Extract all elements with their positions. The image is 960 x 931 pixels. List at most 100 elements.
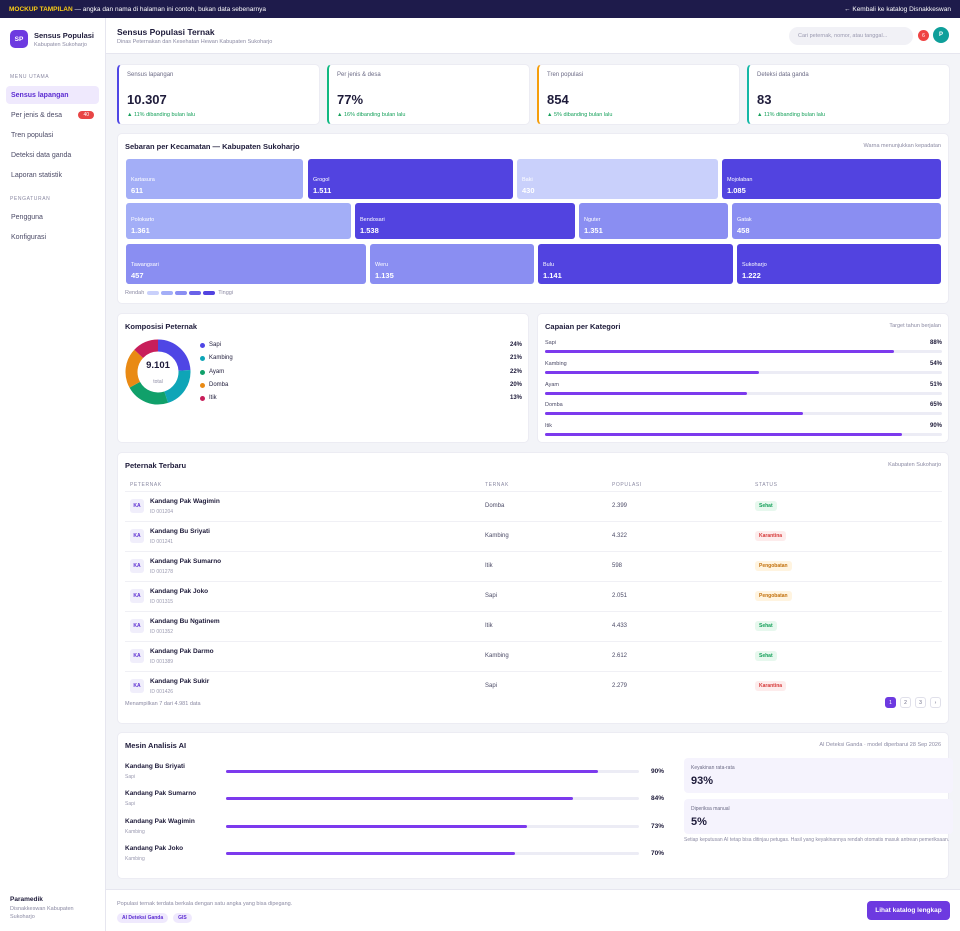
latest-farmers-card: Peternak Terbaru Kabupaten Sukoharjo PET… [117, 452, 949, 724]
column-header: POPULASI [612, 481, 642, 488]
legend-dot [200, 355, 205, 361]
district-tile-nguter[interactable]: Nguter 1.351 [579, 203, 728, 239]
page-2-button[interactable]: 2 [900, 697, 911, 708]
confidence-fill [226, 825, 528, 828]
farmer-initials: KA [130, 589, 144, 603]
district-name: Kartasura [131, 177, 155, 183]
farmer-id: ID 001426 [150, 688, 174, 695]
page-1-button[interactable]: 1 [885, 697, 896, 708]
stat-label: Diperiksa manual [691, 806, 730, 812]
table-row[interactable]: KA Kandang Bu Ngatinem ID 001352 Itik 4.433 S… [125, 610, 942, 641]
donut-total-label: total [153, 378, 163, 385]
composition-pct: 24% [509, 342, 522, 348]
population-cell: 2.399 [607, 490, 750, 521]
kpi-card-tren-populasi: Tren populasi 854 ▲ 5% dibanding bulan l… [537, 64, 740, 125]
population-cell: 2.051 [607, 580, 750, 611]
district-tile-tawangsari[interactable]: Tawangsari 457 [126, 244, 366, 284]
livestock-cell: Sapi [480, 670, 607, 701]
district-tile-kartasura[interactable]: Kartasura 611 [126, 159, 303, 199]
progress-track [545, 412, 942, 415]
achievement-row: Sapi 88% [545, 340, 942, 360]
farmer-cell: KA Kandang Pak Joko ID 001315 [125, 580, 480, 611]
status-cell: Sehat [750, 610, 942, 641]
sidebar-item-pengguna[interactable]: Pengguna [6, 208, 99, 226]
district-tile-sukoharjo[interactable]: Sukoharjo 1.222 [737, 244, 941, 284]
chip-ai-deteksi-ganda: AI Deteksi Ganda [117, 913, 169, 923]
sidebar-item-label: Pengguna [11, 213, 43, 221]
farmer-id: ID 001204 [150, 508, 174, 515]
sidebar-item-konfigurasi[interactable]: Konfigurasi [6, 228, 99, 246]
sidebar-item-per-jenis-desa[interactable]: Per jenis & desa 40 [6, 106, 99, 124]
district-treemap-card: Sebaran per Kecamatan — Kabupaten Sukoha… [117, 133, 949, 304]
district-tile-bendosari[interactable]: Bendosari 1.538 [355, 203, 575, 239]
search-input[interactable]: Cari peternak, nomor, atau tanggal... [789, 27, 913, 45]
farmer-info: KA Kandang Pak Sumarno ID 001278 [130, 558, 480, 575]
table-row[interactable]: KA Kandang Pak Joko ID 001315 Sapi 2.051 Peng… [125, 580, 942, 611]
composition-title: Komposisi Peternak [125, 322, 198, 331]
view-catalog-button[interactable]: Lihat katalog lengkap [867, 901, 950, 920]
page-3-button[interactable]: 3 [915, 697, 926, 708]
farmer-id: ID 001352 [150, 628, 174, 635]
next-page-button[interactable]: › [930, 697, 941, 708]
table-row[interactable]: KA Kandang Pak Sukir ID 001426 Sapi 2.279 Kar… [125, 670, 942, 701]
confidence-track [226, 797, 639, 800]
table-row[interactable]: KA Kandang Pak Darmo ID 001389 Kambing 2.612… [125, 640, 942, 671]
notification-badge[interactable]: 6 [918, 30, 929, 41]
livestock-cell: Kambing [480, 640, 607, 671]
table-row[interactable]: KA Kandang Pak Sumarno ID 001278 Itik 598 Pen… [125, 550, 942, 581]
sidebar-item-laporan-statistik[interactable]: Laporan statistik [6, 166, 99, 184]
treemap-note: Warna menunjukkan kepadatan [863, 143, 941, 149]
donut-slice-ayam [129, 381, 169, 405]
ai-note: AI Deteksi Ganda · model diperbarui 28 S… [819, 742, 941, 748]
population-cell: 598 [607, 550, 750, 581]
sidebar-item-tren-populasi[interactable]: Tren populasi [6, 126, 99, 144]
user-org: Disnakkeswan Kabupaten Sukoharjo [10, 905, 74, 920]
latest-note: Kabupaten Sukoharjo [888, 462, 941, 468]
district-tile-mojolaban[interactable]: Mojolaban 1.085 [722, 159, 941, 199]
farmer-initials: KA [130, 619, 144, 633]
livestock-cell: Itik [480, 610, 607, 641]
achievement-pct: 90% [929, 423, 942, 429]
status-badge: Karantina [755, 681, 787, 692]
footer-text: Populasi ternak terdata berkala dengan s… [117, 901, 293, 907]
district-tile-polokarto[interactable]: Polokarto 1.361 [126, 203, 351, 239]
progress-track [545, 350, 942, 353]
kpi-label: Deteksi data ganda [757, 72, 809, 78]
farmer-name: Kandang Pak Sumarno [150, 557, 222, 565]
manual-review-box: Diperiksa manual 5% [684, 799, 953, 834]
table-header-row: PETERNAK TERNAK POPULASI STATUS [125, 479, 942, 491]
status-cell: Sehat [750, 640, 942, 671]
district-tile-gatak[interactable]: Gatak 458 [732, 203, 941, 239]
ai-engine-card: Mesin Analisis AI AI Deteksi Ganda · mod… [117, 732, 953, 879]
column-header: TERNAK [485, 481, 509, 488]
district-name: Sukoharjo [742, 262, 767, 268]
kpi-card-per-jenis-desa: Per jenis & desa 77% ▲ 16% dibanding bul… [327, 64, 530, 125]
district-tile-grogol[interactable]: Grogol 1.511 [308, 159, 513, 199]
app-subtitle: Kabupaten Sukoharjo [34, 41, 87, 48]
district-value: 1.141 [543, 271, 562, 280]
ai-match-type: Kambing [125, 856, 145, 862]
donut-slice-domba [125, 349, 144, 388]
district-tile-bulu[interactable]: Bulu 1.141 [538, 244, 733, 284]
table-summary: Menampilkan 7 dari 4.981 data [125, 701, 201, 707]
kpi-label: Tren populasi [547, 72, 584, 78]
district-name: Weru [375, 262, 389, 268]
sidebar-item-sensus-lapangan[interactable]: Sensus lapangan [6, 86, 99, 104]
back-to-catalog-link[interactable]: ← Kembali ke katalog Disnakkeswan [844, 5, 951, 13]
farmer-cell: KA Kandang Bu Sriyati ID 001241 [125, 520, 480, 551]
ai-match-pct: 73% [650, 823, 664, 830]
district-value: 1.085 [727, 186, 746, 195]
achievement-row: Ayam 51% [545, 382, 942, 402]
progress-fill [545, 371, 760, 374]
stat-value: 93% [691, 775, 714, 787]
district-tile-weru[interactable]: Weru 1.135 [370, 244, 534, 284]
table-row[interactable]: KA Kandang Bu Sriyati ID 001241 Kambing 4.32… [125, 520, 942, 551]
avatar[interactable]: P [933, 27, 949, 43]
farmer-cell: KA Kandang Pak Sukir ID 001426 [125, 670, 480, 701]
table-row[interactable]: KA Kandang Pak Wagimin ID 001204 Domba 2.399… [125, 490, 942, 521]
farmer-id: ID 001278 [150, 568, 174, 575]
district-name: Tawangsari [131, 262, 159, 268]
sidebar-item-deteksi-data-ganda[interactable]: Deteksi data ganda [6, 146, 99, 164]
district-tile-baki[interactable]: Baki 430 [517, 159, 718, 199]
status-cell: Pengobatan [750, 580, 942, 611]
